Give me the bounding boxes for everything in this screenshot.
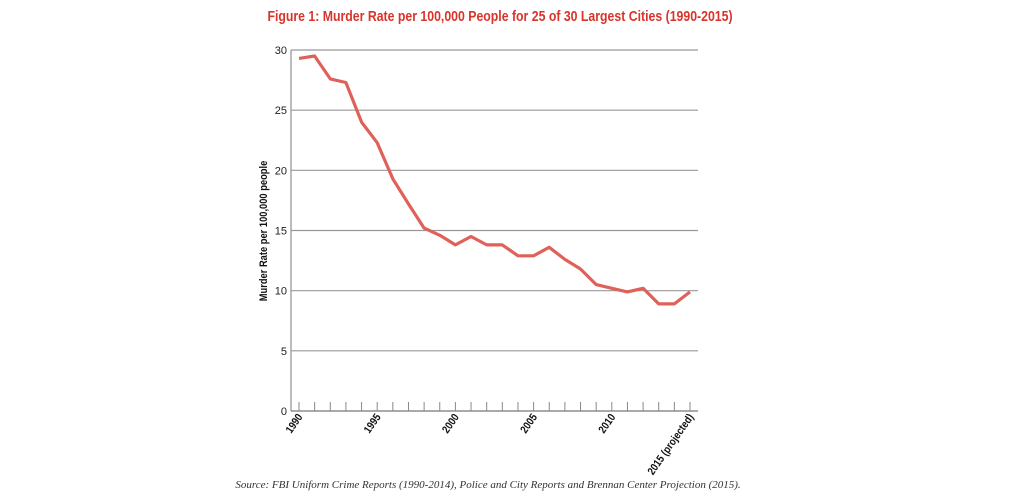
- y-tick-label: 15: [275, 226, 287, 238]
- x-tick-label: 2000: [440, 412, 462, 436]
- y-tick-label: 0: [281, 406, 287, 418]
- y-tick-label: 10: [275, 286, 287, 298]
- y-tick-label: 30: [275, 45, 287, 57]
- series-line: [298, 54, 691, 306]
- data-points: [298, 55, 691, 305]
- y-tick-label: 5: [281, 346, 287, 358]
- x-tick-label: 2010: [597, 412, 619, 436]
- x-tick-label: 2015 (projected): [646, 412, 697, 477]
- y-tick-label: 25: [275, 105, 287, 117]
- x-tick-label: 1990: [284, 412, 306, 436]
- chart-title: Figure 1: Murder Rate per 100,000 People…: [267, 8, 732, 24]
- x-tick-label: 2005: [519, 412, 541, 436]
- y-tick-label: 20: [275, 165, 287, 177]
- y-axis-label: Murder Rate per 100,000 people: [258, 160, 270, 301]
- source-note: Source: FBI Uniform Crime Reports (1990-…: [235, 479, 740, 491]
- x-tick-label: 1995: [362, 412, 384, 436]
